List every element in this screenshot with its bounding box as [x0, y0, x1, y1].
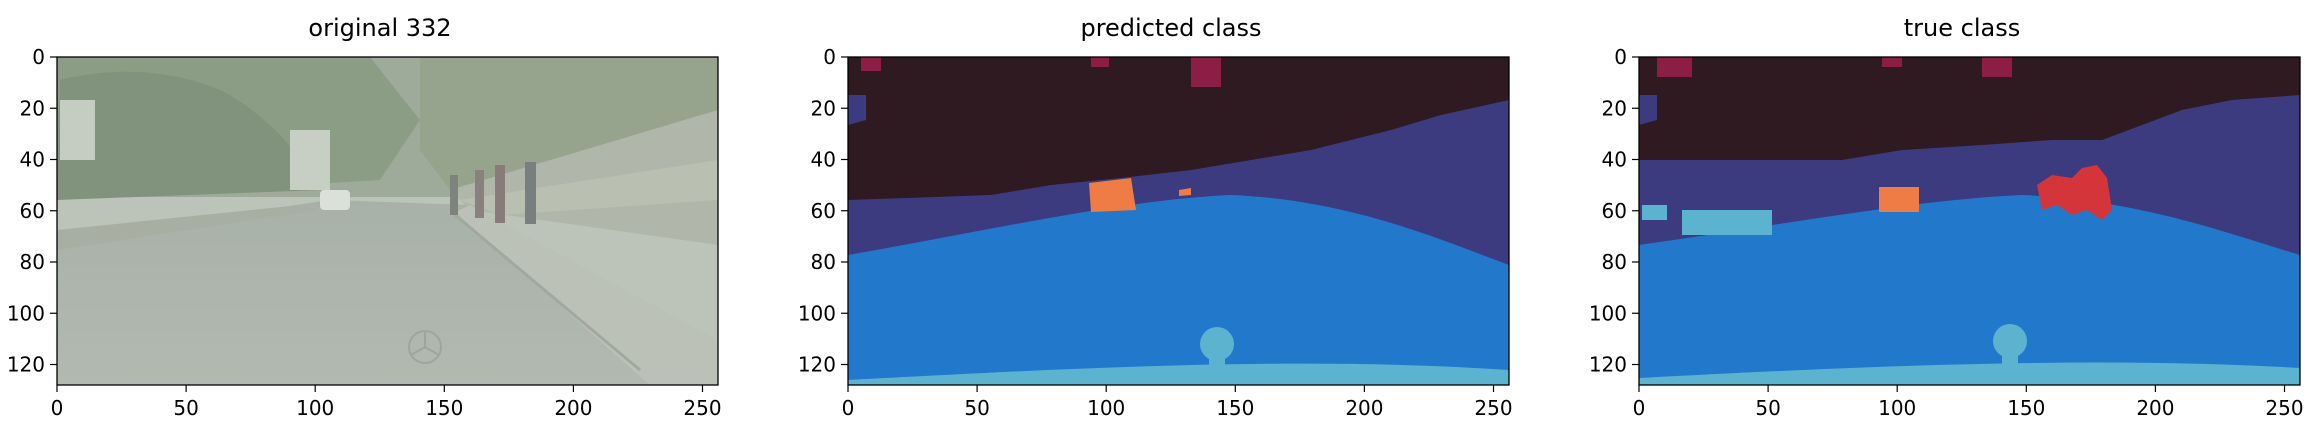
y-tick-label: 120: [798, 353, 836, 377]
panel-predicted: predicted class 0 50 100 150 200 250 0 20 40 60 8…: [791, 0, 1551, 428]
y-tick-label: 100: [7, 301, 45, 325]
x-tick-label: 50: [173, 396, 198, 420]
y-tick-label: 60: [1602, 199, 1627, 223]
y-tick-label: 80: [20, 250, 45, 274]
y-tick-label: 20: [1602, 96, 1627, 120]
y-tick-label: 80: [1602, 250, 1627, 274]
x-tick-label: 0: [51, 396, 64, 420]
x-tick-labels: 0 50 100 150 200 250: [1633, 385, 2304, 420]
x-tick-label: 200: [554, 396, 592, 420]
y-tick-label: 120: [7, 353, 45, 377]
x-tick-label: 150: [425, 396, 463, 420]
axes-frame: [847, 56, 1510, 386]
x-tick-label: 50: [1755, 396, 1780, 420]
y-tick-label: 60: [20, 199, 45, 223]
y-tick-label: 80: [811, 250, 836, 274]
x-tick-label: 250: [1474, 396, 1512, 420]
x-tick-label: 100: [1878, 396, 1916, 420]
y-tick-labels: 0 20 40 60 80 100 120: [7, 45, 57, 377]
x-tick-label: 0: [842, 396, 855, 420]
plot-true: 0 50 100 150 200 250 0 20 40 60 80 100 120: [1589, 45, 2304, 420]
x-tick-label: 150: [1216, 396, 1254, 420]
y-tick-label: 20: [811, 96, 836, 120]
x-tick-label: 200: [2136, 396, 2174, 420]
panel-title: original 332: [308, 14, 452, 42]
axes-frame: [56, 56, 719, 386]
x-tick-label: 200: [1345, 396, 1383, 420]
panel-title: true class: [1903, 14, 2021, 42]
segmentation-mask: [1639, 57, 2300, 385]
y-tick-label: 40: [1602, 148, 1627, 172]
x-tick-label: 100: [1087, 396, 1125, 420]
segmentation-mask: [848, 57, 1509, 385]
x-tick-label: 50: [964, 396, 989, 420]
y-tick-labels: 0 20 40 60 80 100 120: [798, 45, 848, 377]
plot-original: 0 50 100 150 200 250 0 20 40 60 80 100 120: [7, 45, 722, 420]
y-tick-label: 0: [32, 45, 45, 69]
x-tick-label: 150: [2007, 396, 2045, 420]
panel-original: original 332: [0, 0, 760, 428]
y-tick-label: 100: [798, 301, 836, 325]
y-tick-label: 0: [1614, 45, 1627, 69]
x-tick-label: 100: [296, 396, 334, 420]
panel-true: true class 0 50 100 150 200 250 0 20 40 60 80: [1582, 0, 2316, 428]
plot-predicted: 0 50 100 150 200 250 0 20 40 60 80 100 120: [798, 45, 1513, 420]
y-tick-label: 60: [811, 199, 836, 223]
x-tick-labels: 0 50 100 150 200 250: [51, 385, 722, 420]
x-tick-labels: 0 50 100 150 200 250: [842, 385, 1513, 420]
y-tick-label: 20: [20, 96, 45, 120]
image-area: [57, 57, 718, 385]
panel-title: predicted class: [1080, 14, 1262, 42]
axes-frame: [1638, 56, 2301, 386]
x-tick-label: 250: [683, 396, 721, 420]
x-tick-label: 250: [2265, 396, 2303, 420]
x-tick-label: 0: [1633, 396, 1646, 420]
y-tick-label: 40: [20, 148, 45, 172]
y-tick-label: 40: [811, 148, 836, 172]
y-tick-label: 120: [1589, 353, 1627, 377]
y-tick-labels: 0 20 40 60 80 100 120: [1589, 45, 1639, 377]
y-tick-label: 0: [823, 45, 836, 69]
y-tick-label: 100: [1589, 301, 1627, 325]
